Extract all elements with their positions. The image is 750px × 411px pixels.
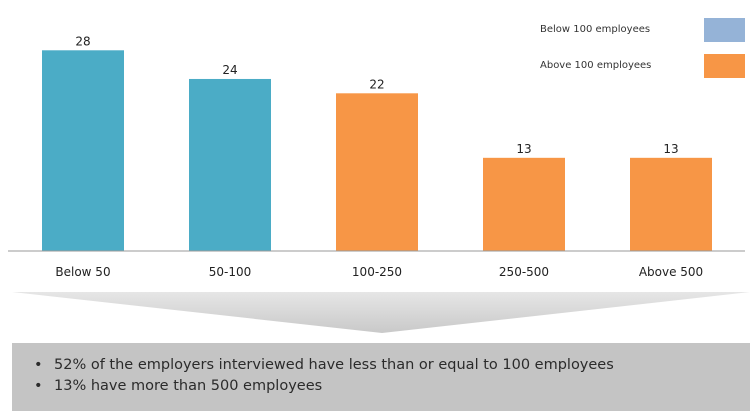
bullet: • [34,378,43,394]
bullet: • [34,357,43,373]
legend-swatch [704,18,745,42]
legend-item-above-100: Above 100 employees [500,54,750,80]
data-label: 28 [75,34,90,48]
legend-item-below-100: Below 100 employees [500,18,750,44]
x-tick-label: 100-250 [352,265,402,279]
legend-label: Above 100 employees [540,60,652,71]
data-label: 13 [663,142,678,156]
data-label: 24 [222,63,237,77]
x-tick-label: Above 500 [639,265,703,279]
bar [483,157,565,251]
summary-item: • 52% of the employers interviewed have l… [34,355,750,376]
bar [630,157,712,251]
data-label: 13 [516,142,531,156]
legend-label: Below 100 employees [540,24,651,35]
x-tick-label: 250-500 [499,265,549,279]
summary-notes: • 52% of the employers interviewed have l… [12,343,750,411]
bar-chart: 28 Below 50 24 50-100 22 100-250 13 250-500 13 Ab… [8,34,750,333]
summary-text: 52% of the employers interviewed have le… [54,357,614,373]
x-tick-label: Below 50 [55,265,110,279]
bar [189,78,271,251]
summary-list: • 52% of the employers interviewed have l… [12,343,750,397]
summary-item: • 13% have more than 500 employees [34,376,750,397]
data-label: 22 [369,77,384,91]
funnel-arrow [12,292,750,333]
summary-text: 13% have more than 500 employees [54,378,323,394]
bar [42,50,124,251]
legend-swatch [704,54,745,78]
bar [336,93,418,251]
x-tick-label: 50-100 [209,265,252,279]
